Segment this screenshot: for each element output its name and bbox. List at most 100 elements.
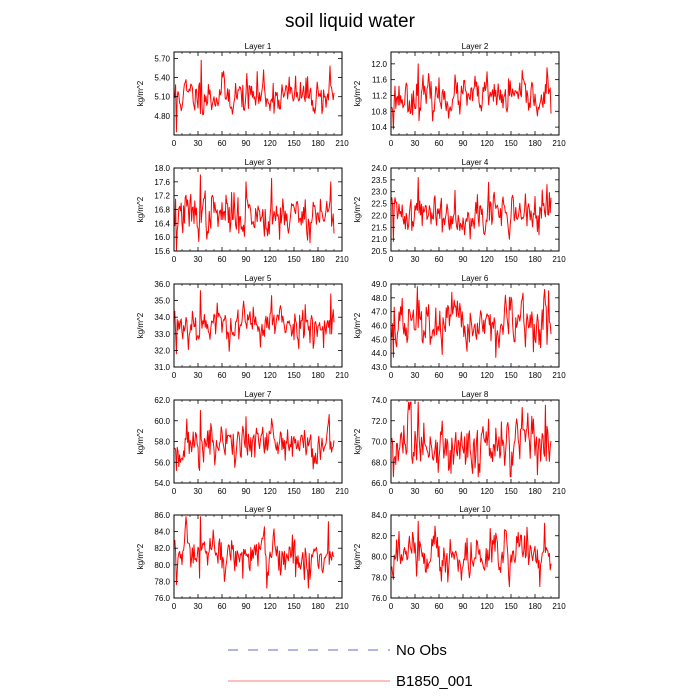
y-axis-label: kg/m^2 bbox=[353, 428, 362, 454]
x-tick-label: 0 bbox=[172, 139, 177, 148]
figure-title: soil liquid water bbox=[285, 11, 416, 32]
y-tick-label: 12.0 bbox=[371, 60, 387, 69]
y-axis-label: kg/m^2 bbox=[353, 196, 362, 222]
y-axis-label: kg/m^2 bbox=[353, 543, 362, 569]
y-tick-label: 45.0 bbox=[371, 335, 387, 344]
plot-frame bbox=[173, 283, 343, 368]
x-tick-label: 60 bbox=[218, 602, 227, 611]
x-tick-label: 120 bbox=[263, 139, 277, 148]
x-tick-label: 180 bbox=[311, 139, 325, 148]
y-tick-label: 31.0 bbox=[154, 363, 170, 372]
y-tick-label: 43.0 bbox=[371, 363, 387, 372]
x-tick-label: 60 bbox=[218, 487, 227, 496]
panel-title: Layer 4 bbox=[462, 158, 489, 167]
x-tick-label: 0 bbox=[172, 255, 177, 264]
y-tick-label: 54.0 bbox=[154, 479, 170, 488]
y-tick-label: 72.0 bbox=[371, 417, 387, 426]
x-tick-label: 90 bbox=[459, 487, 468, 496]
y-axis-label: kg/m^2 bbox=[353, 80, 362, 106]
series-line-b1850 bbox=[391, 286, 552, 358]
panel-layer-6: Layer 6 0 30 60 90 120 150 180 210 43.0 44.0 45.0 46… bbox=[353, 274, 566, 380]
panel-layer-9: Layer 9 0 30 60 90 120 150 180 210 76.0 78.0 80.0 82… bbox=[136, 505, 349, 611]
x-tick-label: 90 bbox=[459, 139, 468, 148]
x-tick-label: 210 bbox=[335, 602, 349, 611]
x-tick-label: 120 bbox=[263, 487, 277, 496]
x-tick-label: 120 bbox=[480, 602, 494, 611]
plot-frame bbox=[390, 51, 560, 136]
x-tick-label: 210 bbox=[335, 139, 349, 148]
x-tick-label: 90 bbox=[459, 371, 468, 380]
y-tick-label: 44.0 bbox=[371, 349, 387, 358]
y-tick-label: 82.0 bbox=[154, 544, 170, 553]
x-tick-label: 210 bbox=[552, 139, 566, 148]
x-tick-label: 90 bbox=[242, 371, 251, 380]
panel-layer-1: Layer 1 0 30 60 90 120 150 180 210 4.80 5.10 5.40 5.… bbox=[136, 42, 349, 148]
y-tick-label: 5.70 bbox=[154, 54, 170, 63]
x-tick-label: 210 bbox=[552, 255, 566, 264]
x-tick-label: 30 bbox=[194, 371, 203, 380]
panel-title: Layer 9 bbox=[245, 505, 272, 514]
panel-title: Layer 10 bbox=[459, 505, 491, 514]
x-tick-label: 30 bbox=[411, 139, 420, 148]
y-tick-label: 33.0 bbox=[154, 330, 170, 339]
y-tick-label: 16.4 bbox=[154, 219, 170, 228]
plot-frame bbox=[173, 514, 343, 599]
y-tick-label: 78.0 bbox=[154, 577, 170, 586]
y-tick-label: 24.0 bbox=[371, 164, 387, 173]
x-tick-label: 60 bbox=[218, 139, 227, 148]
x-tick-label: 210 bbox=[552, 487, 566, 496]
panel-layer-7: Layer 7 0 30 60 90 120 150 180 210 54.0 56.0 58.0 60… bbox=[136, 390, 349, 496]
x-tick-label: 210 bbox=[335, 487, 349, 496]
x-tick-label: 30 bbox=[194, 139, 203, 148]
x-tick-label: 120 bbox=[263, 255, 277, 264]
y-tick-label: 56.0 bbox=[154, 458, 170, 467]
x-tick-label: 150 bbox=[504, 487, 518, 496]
y-tick-label: 49.0 bbox=[371, 280, 387, 289]
x-tick-label: 150 bbox=[287, 255, 301, 264]
y-tick-label: 20.5 bbox=[371, 247, 387, 256]
y-tick-label: 84.0 bbox=[371, 511, 387, 520]
legend-label-no-obs: No Obs bbox=[396, 642, 447, 659]
series-line-b1850 bbox=[174, 409, 335, 472]
y-tick-label: 80.0 bbox=[154, 561, 170, 570]
y-tick-label: 82.0 bbox=[371, 532, 387, 541]
x-tick-label: 180 bbox=[528, 255, 542, 264]
x-tick-label: 0 bbox=[172, 487, 177, 496]
panel-title: Layer 3 bbox=[245, 158, 272, 167]
x-tick-label: 150 bbox=[287, 602, 301, 611]
y-tick-label: 62.0 bbox=[154, 396, 170, 405]
y-tick-label: 46.0 bbox=[371, 322, 387, 331]
x-tick-label: 30 bbox=[411, 255, 420, 264]
x-tick-label: 150 bbox=[287, 371, 301, 380]
y-tick-label: 76.0 bbox=[371, 594, 387, 603]
x-tick-label: 60 bbox=[435, 139, 444, 148]
y-tick-label: 76.0 bbox=[154, 594, 170, 603]
x-tick-label: 150 bbox=[504, 139, 518, 148]
x-tick-label: 0 bbox=[389, 255, 394, 264]
y-tick-label: 68.0 bbox=[371, 458, 387, 467]
x-tick-label: 150 bbox=[287, 139, 301, 148]
series-line-b1850 bbox=[391, 176, 552, 243]
y-tick-label: 35.0 bbox=[154, 297, 170, 306]
x-tick-label: 180 bbox=[528, 371, 542, 380]
series-line-b1850 bbox=[391, 63, 552, 130]
series-line-b1850 bbox=[174, 290, 335, 355]
panel-title: Layer 1 bbox=[245, 42, 272, 51]
panel-layer-10: Layer 10 0 30 60 90 120 150 180 210 76.0 78.0 80.0 8… bbox=[353, 505, 566, 611]
y-tick-label: 5.10 bbox=[154, 93, 170, 102]
legend: No Obs B1850_001 bbox=[228, 642, 473, 690]
x-tick-label: 90 bbox=[242, 487, 251, 496]
panel-layer-5: Layer 5 0 30 60 90 120 150 180 210 31.0 32.0 33.0 34… bbox=[136, 274, 349, 380]
x-tick-label: 180 bbox=[311, 255, 325, 264]
x-tick-label: 120 bbox=[263, 602, 277, 611]
x-tick-label: 30 bbox=[411, 487, 420, 496]
panel-title: Layer 7 bbox=[245, 390, 272, 399]
y-axis-label: kg/m^2 bbox=[136, 80, 145, 106]
y-tick-label: 21.5 bbox=[371, 223, 387, 232]
y-tick-label: 70.0 bbox=[371, 438, 387, 447]
x-tick-label: 210 bbox=[552, 602, 566, 611]
x-tick-label: 150 bbox=[504, 371, 518, 380]
x-tick-label: 150 bbox=[504, 255, 518, 264]
x-tick-label: 120 bbox=[480, 371, 494, 380]
x-tick-label: 0 bbox=[172, 602, 177, 611]
